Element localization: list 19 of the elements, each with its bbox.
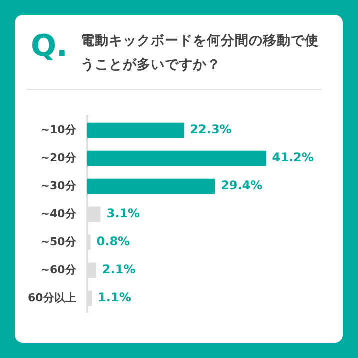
data-label: 29.4%: [221, 178, 263, 193]
data-label: 3.1%: [106, 206, 140, 221]
y-tick-label: ~60分: [40, 263, 78, 276]
chart-title: 電動キックボードを何分間の移動で使うことが多いですか？: [81, 32, 320, 75]
y-tick-label: ~40分: [40, 207, 78, 220]
y-tick-label: ~20分: [40, 151, 78, 164]
y-tick-label: ~50分: [40, 235, 78, 248]
y-tick-label: ~30分: [40, 179, 78, 192]
bar: [87, 122, 184, 138]
bar: [87, 150, 266, 166]
data-label: 41.2%: [272, 150, 314, 165]
y-tick-label: ~10分: [40, 123, 78, 136]
text: Q.: [31, 29, 68, 64]
y-tick-label: 60分以上: [28, 291, 76, 304]
data-label: 0.8%: [96, 234, 130, 249]
data-label: 22.3%: [190, 122, 232, 137]
bar: [87, 178, 216, 194]
data-label: 1.1%: [98, 290, 132, 305]
data-label: 2.1%: [102, 262, 136, 277]
